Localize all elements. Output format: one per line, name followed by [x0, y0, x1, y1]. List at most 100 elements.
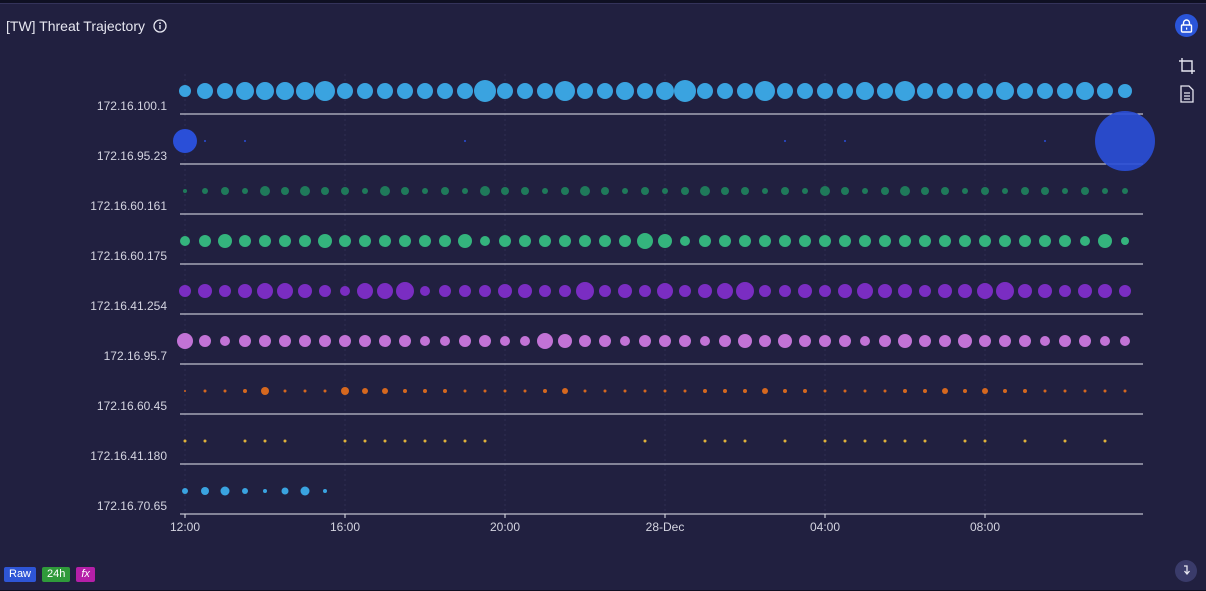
bubble-point [599, 235, 611, 247]
bubble-point [759, 285, 771, 297]
bubble-point [562, 388, 568, 394]
bubble-point [179, 285, 191, 297]
bubble-point [561, 187, 569, 195]
x-tick-label: 12:00 [170, 520, 200, 534]
lock-button[interactable] [1175, 14, 1198, 37]
bubble-point [443, 389, 447, 393]
fx-badge[interactable]: fx [76, 567, 95, 582]
bubble-point [819, 235, 831, 247]
bubble-point [1023, 389, 1027, 393]
bubble-point [382, 388, 388, 394]
bubble-point [1044, 140, 1046, 142]
bubble-point [603, 389, 607, 393]
bubble-point [1043, 389, 1047, 393]
bubble-point [220, 336, 230, 346]
bubble-point [483, 439, 487, 443]
bubble-point [637, 83, 653, 99]
bubble-point [1080, 236, 1090, 246]
x-tick-label: 08:00 [970, 520, 1000, 534]
x-tick-label: 20:00 [490, 520, 520, 534]
bubble-point [963, 389, 967, 393]
bubble-point [979, 335, 991, 347]
bubble-point [198, 284, 212, 298]
document-icon[interactable] [1178, 85, 1196, 103]
bubble-point [597, 83, 613, 99]
raw-badge[interactable]: Raw [4, 567, 37, 582]
bubble-point [242, 188, 248, 194]
bubble-point [256, 82, 274, 100]
bubble-point [860, 336, 870, 346]
bubble-point [300, 486, 310, 496]
bubble-point [401, 187, 409, 195]
bubble-point [620, 336, 630, 346]
bubble-point [220, 486, 230, 496]
bubble-point [879, 335, 891, 347]
bubble-point [819, 335, 831, 347]
bubble-point [498, 284, 512, 298]
bubble-point [243, 389, 247, 393]
bubble-point [599, 335, 611, 347]
bubble-point [878, 284, 892, 298]
bubble-point [1118, 84, 1132, 98]
bubble-point [1002, 188, 1008, 194]
bubble-point [662, 188, 668, 194]
bubble-point [1098, 234, 1112, 248]
bubble-point [1103, 439, 1107, 443]
bubble-point [1019, 335, 1031, 347]
24h-badge[interactable]: 24h [42, 567, 71, 582]
bubble-point [583, 389, 587, 393]
bubble-point [996, 282, 1014, 300]
bubble-point [539, 285, 551, 297]
info-icon[interactable] [153, 19, 167, 33]
bubble-point [539, 235, 551, 247]
bubble-point [663, 389, 667, 393]
bubble-point [1062, 188, 1068, 194]
bubble-point [783, 389, 787, 393]
bubble-point [437, 83, 453, 99]
bubble-point [197, 83, 213, 99]
bubble-point [399, 235, 411, 247]
bubble-point [518, 284, 532, 298]
bubble-point [1063, 389, 1067, 393]
bubble-point [517, 83, 533, 99]
bubble-point [1059, 285, 1071, 297]
bubble-point [721, 187, 729, 195]
bubble-point [1095, 111, 1155, 171]
bubble-point [857, 283, 873, 299]
bubble-point [839, 235, 851, 247]
bubble-point [521, 187, 529, 195]
bubble-point [542, 188, 548, 194]
bubble-point [283, 439, 287, 443]
crop-icon[interactable] [1178, 57, 1196, 75]
bubble-point [1122, 188, 1128, 194]
bubble-point [899, 235, 911, 247]
bubble-point [823, 439, 827, 443]
download-button[interactable] [1175, 560, 1197, 582]
bubble-point [537, 83, 553, 99]
y-tick-label: 172.16.70.65 [97, 499, 167, 513]
bubble-point [1018, 284, 1032, 298]
panel-header: [TW] Threat Trajectory [6, 16, 167, 36]
bubble-point [917, 83, 933, 99]
bubble-point [737, 83, 753, 99]
bubble-point [480, 236, 490, 246]
bubble-point [839, 335, 851, 347]
bubble-point [703, 439, 707, 443]
bubble-point [259, 335, 271, 347]
bubble-point [379, 335, 391, 347]
bubble-point [643, 439, 647, 443]
bubble-point [639, 335, 651, 347]
bubble-point [555, 81, 575, 101]
bubble-point [363, 439, 367, 443]
bubble-point [877, 83, 893, 99]
bubble-point [319, 285, 331, 297]
bubble-point [579, 335, 591, 347]
bubble-point [423, 389, 427, 393]
bubble-point [577, 83, 593, 99]
bubble-point [1057, 83, 1073, 99]
bubble-point [599, 285, 611, 297]
bubble-point [458, 234, 472, 248]
bubble-point [962, 188, 968, 194]
bubble-point [1039, 235, 1051, 247]
bubble-point [719, 235, 731, 247]
